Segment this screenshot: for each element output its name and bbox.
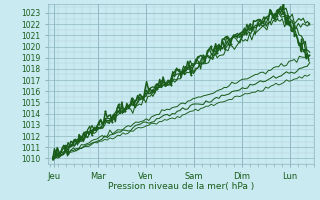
X-axis label: Pression niveau de la mer( hPa ): Pression niveau de la mer( hPa ) xyxy=(108,182,254,191)
